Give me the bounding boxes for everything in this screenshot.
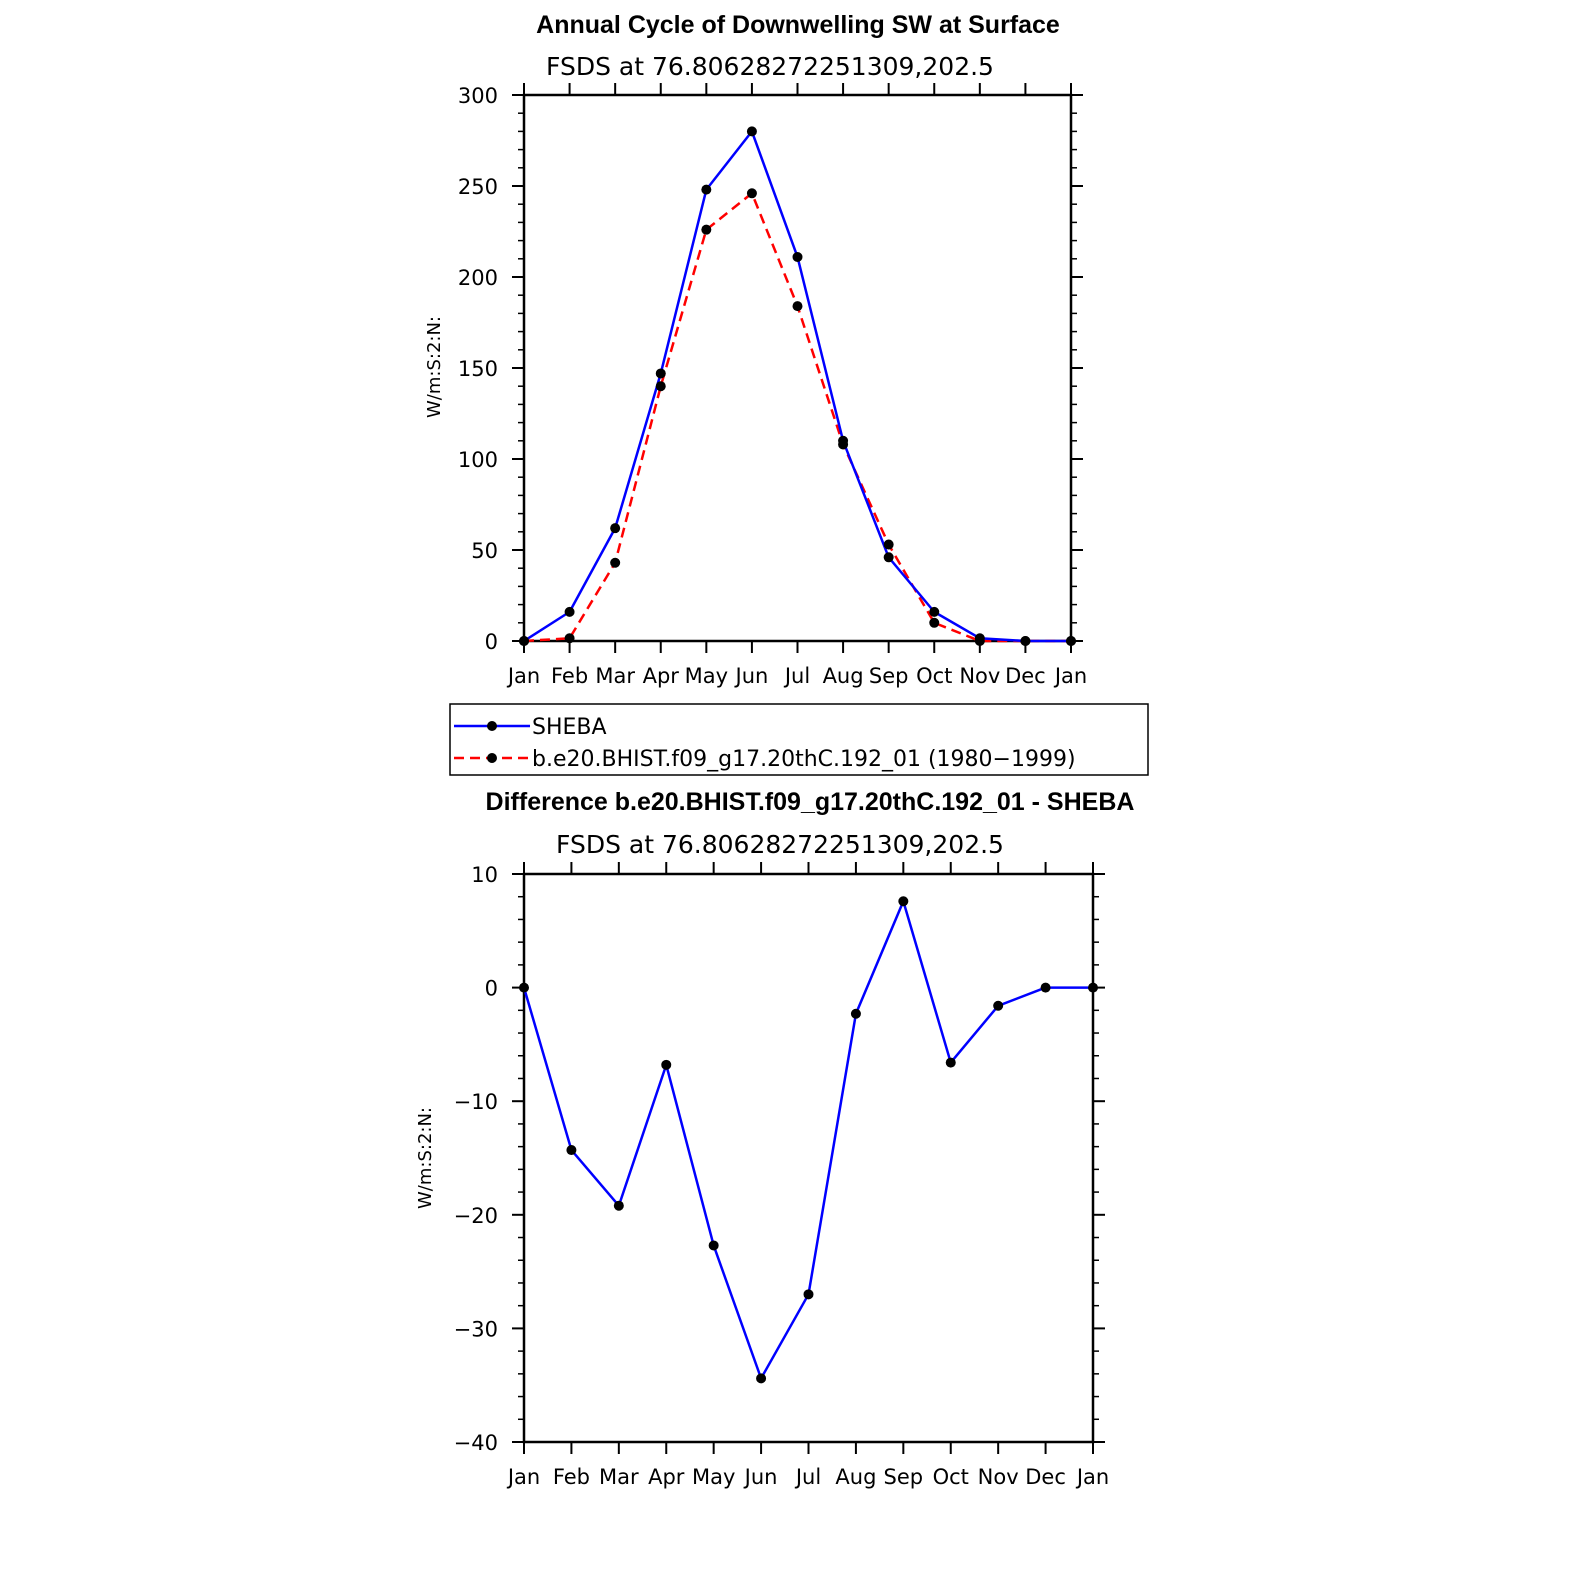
y-tick-label: −30 [454, 1317, 498, 1341]
legend-marker-model [487, 753, 497, 763]
plot-frame [522, 872, 1095, 1444]
plot-frame [522, 93, 1073, 643]
series-line [522, 900, 1093, 1380]
x-tick-label: Jan [506, 1465, 540, 1489]
x-tick-label: Jul [794, 1465, 821, 1489]
data-point [566, 1145, 577, 1156]
x-tick-label: Dec [1025, 1465, 1066, 1489]
data-point [1066, 636, 1076, 646]
data-point [655, 381, 666, 392]
data-point [883, 539, 894, 550]
x-tick-label: Mar [599, 1465, 639, 1489]
data-point [1088, 982, 1098, 993]
x-tick-label: Jul [783, 664, 810, 688]
x-tick-label: Apr [648, 1465, 685, 1489]
data-point [883, 552, 894, 563]
x-tick-label: Jan [1075, 1465, 1109, 1489]
data-point [756, 1373, 767, 1384]
data-point [993, 1000, 1004, 1011]
x-tick-label: Apr [643, 664, 680, 688]
x-tick-label: Nov [959, 664, 1000, 688]
x-tick-label: Sep [884, 1465, 924, 1489]
y-axis-label: W/m:S:2:N: [415, 1107, 436, 1209]
x-tick-label: Feb [553, 1465, 590, 1489]
data-point [708, 1240, 719, 1251]
x-tick-label: Oct [933, 1465, 969, 1489]
x-tick-label: Oct [916, 664, 952, 688]
series-layer [519, 896, 1098, 1384]
chart-subtitle: FSDS at 76.80628272251309,202.5 [556, 830, 1004, 859]
data-point [974, 636, 985, 646]
series-line [523, 130, 1071, 643]
data-point [838, 439, 849, 450]
x-tick-label: Sep [869, 664, 909, 688]
data-point [792, 301, 803, 312]
data-point [564, 606, 575, 617]
x-tick-label: Jan [506, 664, 540, 688]
chart-subtitle: FSDS at 76.80628272251309,202.5 [546, 52, 994, 81]
y-tick-label: 300 [458, 84, 498, 108]
data-point [746, 188, 757, 199]
difference-chart: Difference b.e20.BHIST.f09_g17.20thC.192… [415, 788, 1134, 1489]
chart-title: Annual Cycle of Downwelling SW at Surfac… [536, 11, 1060, 39]
data-point [564, 633, 575, 644]
data-point [610, 523, 621, 534]
y-tick-label: 50 [471, 539, 498, 563]
data-point [610, 557, 621, 568]
legend: SHEBA b.e20.BHIST.f09_g17.20thC.192_01 (… [449, 703, 1149, 776]
x-tick-label: Aug [823, 664, 864, 688]
data-point [929, 617, 940, 628]
x-tick-label: May [692, 1465, 735, 1489]
x-tick-label: Jun [743, 1465, 778, 1489]
annual-cycle-chart: Annual Cycle of Downwelling SW at Surfac… [424, 11, 1087, 688]
y-tick-label: 200 [458, 266, 498, 290]
y-tick-label: −10 [454, 1090, 498, 1114]
x-tick-label: Aug [835, 1465, 876, 1489]
x-tick-label: Jun [734, 664, 769, 688]
legend-box [449, 703, 1149, 776]
data-point [701, 184, 712, 195]
data-point [746, 126, 757, 137]
x-tick-label: Mar [595, 664, 635, 688]
data-point [613, 1200, 624, 1211]
y-tick-label: 250 [458, 175, 498, 199]
y-axis-label: W/m:S:2:N: [424, 316, 445, 418]
x-tick-label: May [685, 664, 728, 688]
axes: Jan Feb Mar Apr May Jun Jul Aug Sep Oct Nov Dec Jan 0… [458, 83, 1087, 688]
y-tick-label: −20 [454, 1204, 498, 1228]
y-tick-label: −40 [454, 1431, 498, 1455]
data-point [929, 606, 940, 617]
data-point [1040, 982, 1051, 993]
data-point [792, 251, 803, 262]
x-tick-label: Dec [1005, 664, 1046, 688]
data-point [945, 1057, 956, 1068]
data-point [655, 368, 666, 379]
y-tick-label: 100 [458, 448, 498, 472]
legend-label-model: b.e20.BHIST.f09_g17.20thC.192_01 (1980−1… [532, 747, 1076, 772]
data-point [519, 982, 529, 993]
series-layer [519, 126, 1076, 646]
data-point [519, 636, 529, 646]
y-tick-label: 0 [485, 977, 498, 1001]
data-point [803, 1289, 814, 1300]
axes: Jan Feb Mar Apr May Jun Jul Aug Sep Oct Nov Dec Jan−… [454, 862, 1109, 1489]
x-tick-label: Feb [551, 664, 588, 688]
x-tick-label: Jan [1053, 664, 1087, 688]
data-point [850, 1008, 861, 1019]
data-point [661, 1059, 672, 1070]
legend-marker-sheba [487, 721, 497, 731]
data-point [701, 224, 712, 235]
y-tick-label: 0 [485, 630, 498, 654]
data-point [898, 896, 909, 907]
legend-label-sheba: SHEBA [532, 715, 607, 740]
y-tick-label: 10 [471, 863, 498, 887]
x-tick-label: Nov [978, 1465, 1019, 1489]
y-tick-label: 150 [458, 357, 498, 381]
data-point [1020, 636, 1031, 646]
chart-title: Difference b.e20.BHIST.f09_g17.20thC.192… [486, 788, 1135, 816]
